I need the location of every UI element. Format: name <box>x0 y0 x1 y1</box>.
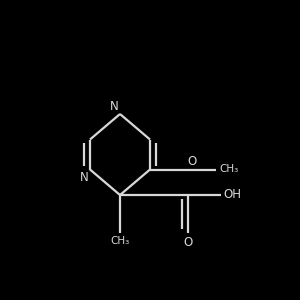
Text: N: N <box>110 100 118 112</box>
Text: OH: OH <box>224 188 242 202</box>
Text: O: O <box>183 236 192 248</box>
Text: CH₃: CH₃ <box>110 236 130 245</box>
Text: CH₃: CH₃ <box>219 164 238 175</box>
Text: O: O <box>188 155 197 168</box>
Text: N: N <box>80 171 88 184</box>
